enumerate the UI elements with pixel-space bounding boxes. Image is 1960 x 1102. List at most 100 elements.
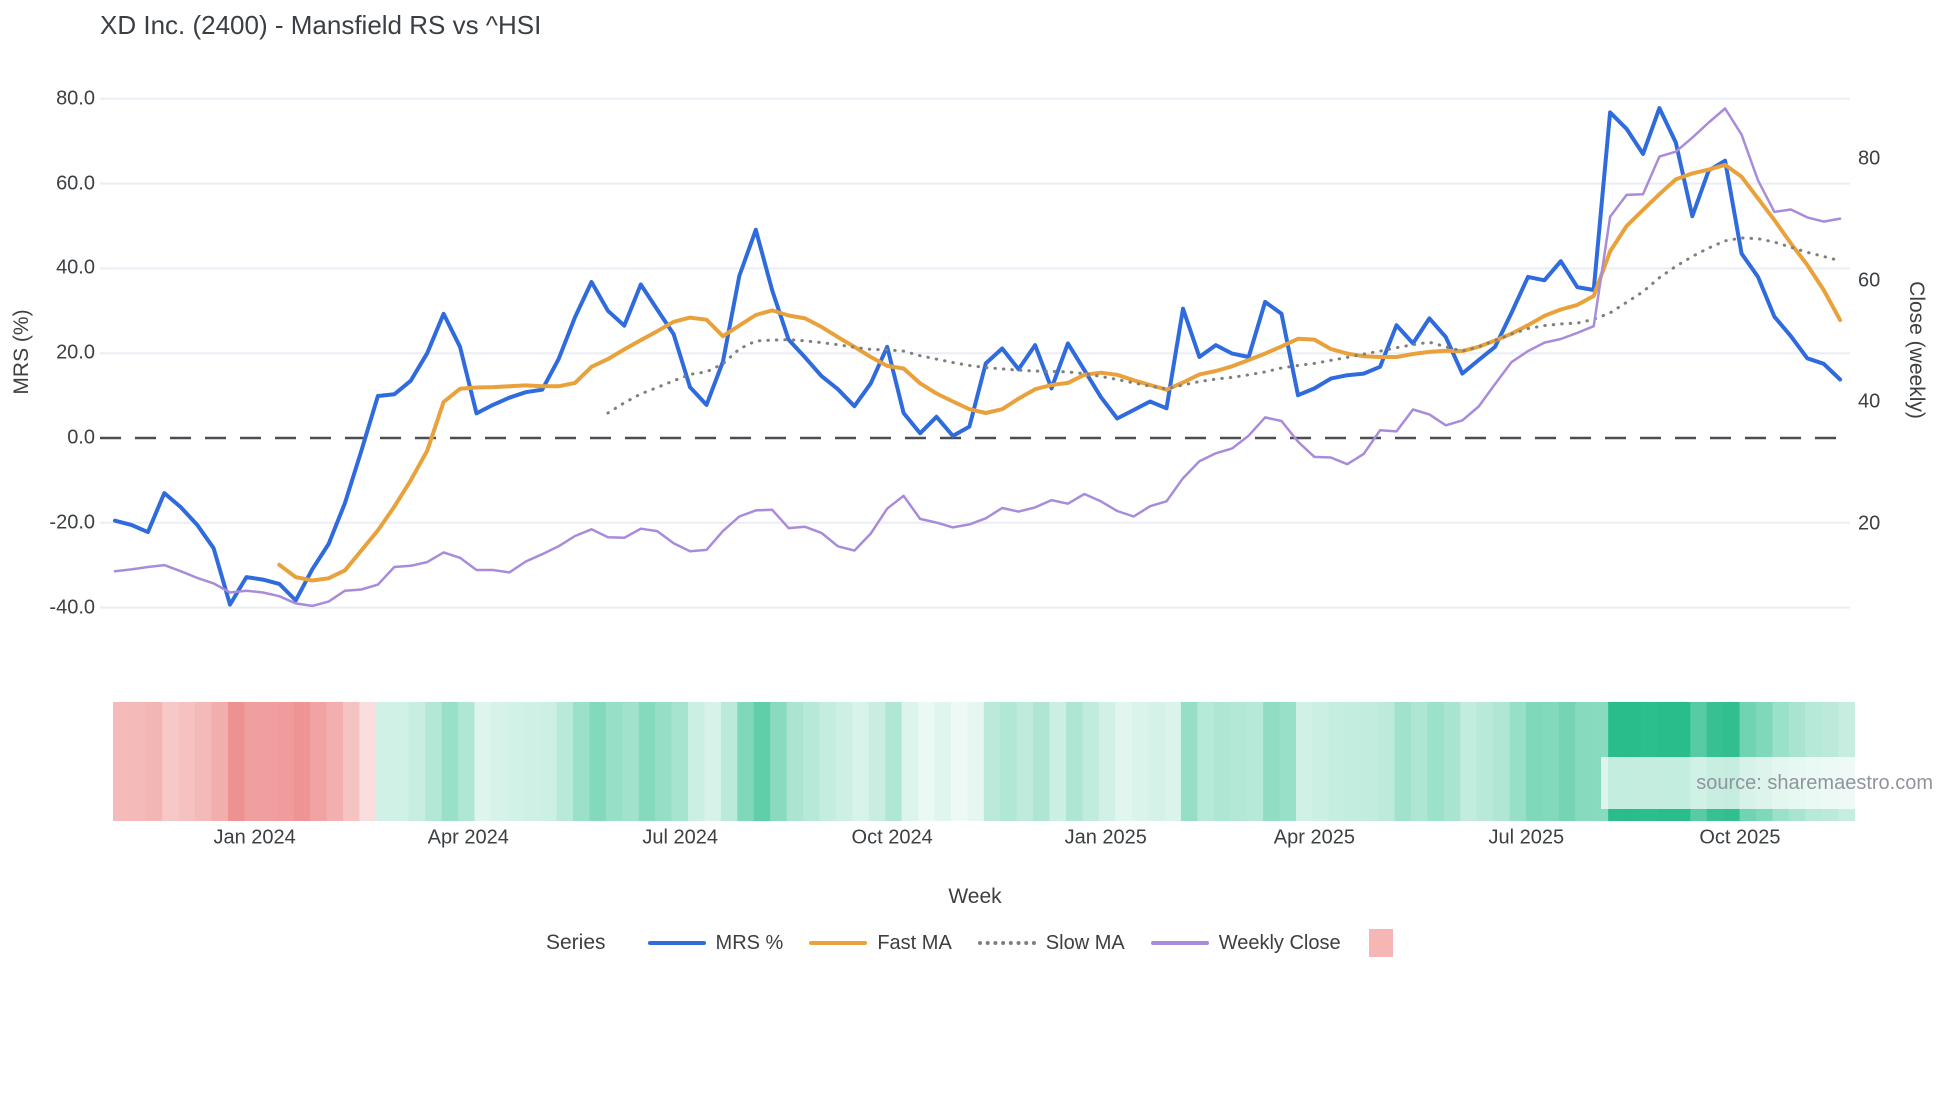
x-tick-label: Jan 2025 xyxy=(1064,826,1147,849)
strength-band-cell xyxy=(1312,702,1330,821)
strength-band-cell xyxy=(1427,702,1445,821)
x-axis-title: Week xyxy=(948,885,1002,908)
legend-item-slow-ma: Slow MA xyxy=(977,932,1125,955)
y-left-tick-label: 80.0 xyxy=(56,87,95,110)
strength-band-cell xyxy=(178,702,196,821)
strength-band-cell xyxy=(803,702,820,821)
strength-band-cell xyxy=(901,702,919,821)
strength-band-cell xyxy=(1328,702,1346,821)
strength-band-cell xyxy=(1016,702,1034,821)
strength-band-cell xyxy=(1065,702,1083,821)
source-text: source: sharemaestro.com xyxy=(1696,771,1933,794)
y-left-tick-label: 40.0 xyxy=(56,256,95,279)
strength-band-cell xyxy=(589,702,607,821)
strength-band-cell xyxy=(1394,702,1412,821)
strength-band-cell xyxy=(1443,702,1461,821)
strength-band-cell xyxy=(1098,702,1116,821)
strength-band-cell xyxy=(113,702,130,821)
strength-band-cell xyxy=(343,702,360,821)
strength-band-cell xyxy=(1279,702,1297,821)
strength-band-cell xyxy=(507,702,525,821)
strength-band-cell xyxy=(1460,702,1478,821)
legend-item-mrs: MRS % xyxy=(647,931,784,955)
y-left-tick-label: -20.0 xyxy=(49,511,95,534)
x-tick-label: Jul 2025 xyxy=(1488,826,1565,849)
fast-ma-line-swatch-icon xyxy=(809,941,868,945)
strength-band-cell xyxy=(1213,702,1231,821)
strength-band-cell xyxy=(310,702,328,821)
strength-band-cell xyxy=(1049,702,1067,821)
strength-band-cell xyxy=(359,702,377,821)
x-tick-label: Oct 2024 xyxy=(851,826,933,849)
strength-band-cell xyxy=(474,702,492,821)
strength-band-cell xyxy=(967,702,985,821)
y-right-tick-label: 20 xyxy=(1858,512,1881,535)
strength-band-cell xyxy=(868,702,886,821)
strength-band-swatch-icon xyxy=(1368,929,1393,957)
weekly-close-line xyxy=(113,107,1842,608)
slow-ma-line xyxy=(606,236,1842,415)
y-left-tick-label: 60.0 xyxy=(56,172,95,195)
strength-band-cell xyxy=(1345,702,1363,821)
y-left-tick-label: 20.0 xyxy=(56,341,95,364)
legend-item-fast-ma: Fast MA xyxy=(809,931,952,955)
strength-band-cell xyxy=(1542,702,1560,821)
y-right-tick-label: 60 xyxy=(1858,269,1881,292)
strength-band-cell xyxy=(145,702,163,821)
strength-band-cell xyxy=(753,702,771,821)
strength-band-cell xyxy=(1361,702,1379,821)
strength-band-cell xyxy=(720,702,738,821)
strength-band-cell xyxy=(277,702,295,821)
strength-band-cell xyxy=(1295,702,1313,821)
strength-band-cell xyxy=(671,702,689,821)
x-tick-label: Apr 2025 xyxy=(1273,826,1355,849)
strength-band-cell xyxy=(1180,702,1198,821)
strength-band-cell xyxy=(228,702,245,821)
source-watermark: source: sharemaestro.com xyxy=(1601,757,1937,809)
strength-band-cell xyxy=(688,702,705,821)
legend-item-label: Fast MA xyxy=(877,931,952,954)
strength-band-cell xyxy=(983,702,1001,821)
legend-title: Series xyxy=(546,931,606,954)
strength-band-cell xyxy=(1164,702,1182,821)
strength-band-cell xyxy=(573,702,590,821)
chart-title: XD Inc. (2400) - Mansfield RS vs ^HSI xyxy=(100,10,542,40)
strength-band-cell xyxy=(1131,702,1149,821)
legend-item-weekly-close: Weekly Close xyxy=(1150,931,1341,955)
y-right-tick-label: 80 xyxy=(1858,147,1881,170)
strength-band-cell xyxy=(129,702,147,821)
right-axis-title: Close (weekly) xyxy=(1905,281,1928,419)
y-left-tick-label: -40.0 xyxy=(49,596,95,619)
strength-band-cell xyxy=(737,702,755,821)
strength-band-cell xyxy=(1575,702,1593,821)
strength-band-cell xyxy=(638,702,656,821)
slow-ma-dotted-swatch-icon xyxy=(977,941,1036,945)
strength-band-cell xyxy=(244,702,262,821)
strength-band-cell xyxy=(1246,702,1264,821)
strength-band-cell xyxy=(392,702,410,821)
strength-band-cell xyxy=(425,702,443,821)
strength-band-cell xyxy=(1115,702,1133,821)
strength-band-cell xyxy=(1000,702,1018,821)
strength-band-cell xyxy=(1033,702,1050,821)
weekly-close-line-swatch-icon xyxy=(1150,941,1209,945)
strength-band-cell xyxy=(293,702,311,821)
legend-item-label: MRS % xyxy=(715,931,784,954)
strength-band-cell xyxy=(1378,702,1396,821)
strength-band-cell xyxy=(1082,702,1100,821)
strength-band-cell xyxy=(1493,702,1511,821)
strength-band-cell xyxy=(819,702,837,821)
strength-band-cell xyxy=(523,702,541,821)
mrs--line xyxy=(113,106,1843,607)
strength-band-cell xyxy=(540,702,558,821)
x-tick-label: Oct 2025 xyxy=(1699,826,1781,849)
strength-band-cell xyxy=(704,702,722,821)
strength-band-cell xyxy=(490,702,508,821)
legend-item-label: Weekly Close xyxy=(1218,931,1341,954)
strength-band-cell xyxy=(786,702,804,821)
y-left-tick-label: 0.0 xyxy=(67,426,95,449)
strength-band-cell xyxy=(605,702,623,821)
strength-band-cell xyxy=(326,702,344,821)
strength-band-cell xyxy=(918,702,935,821)
